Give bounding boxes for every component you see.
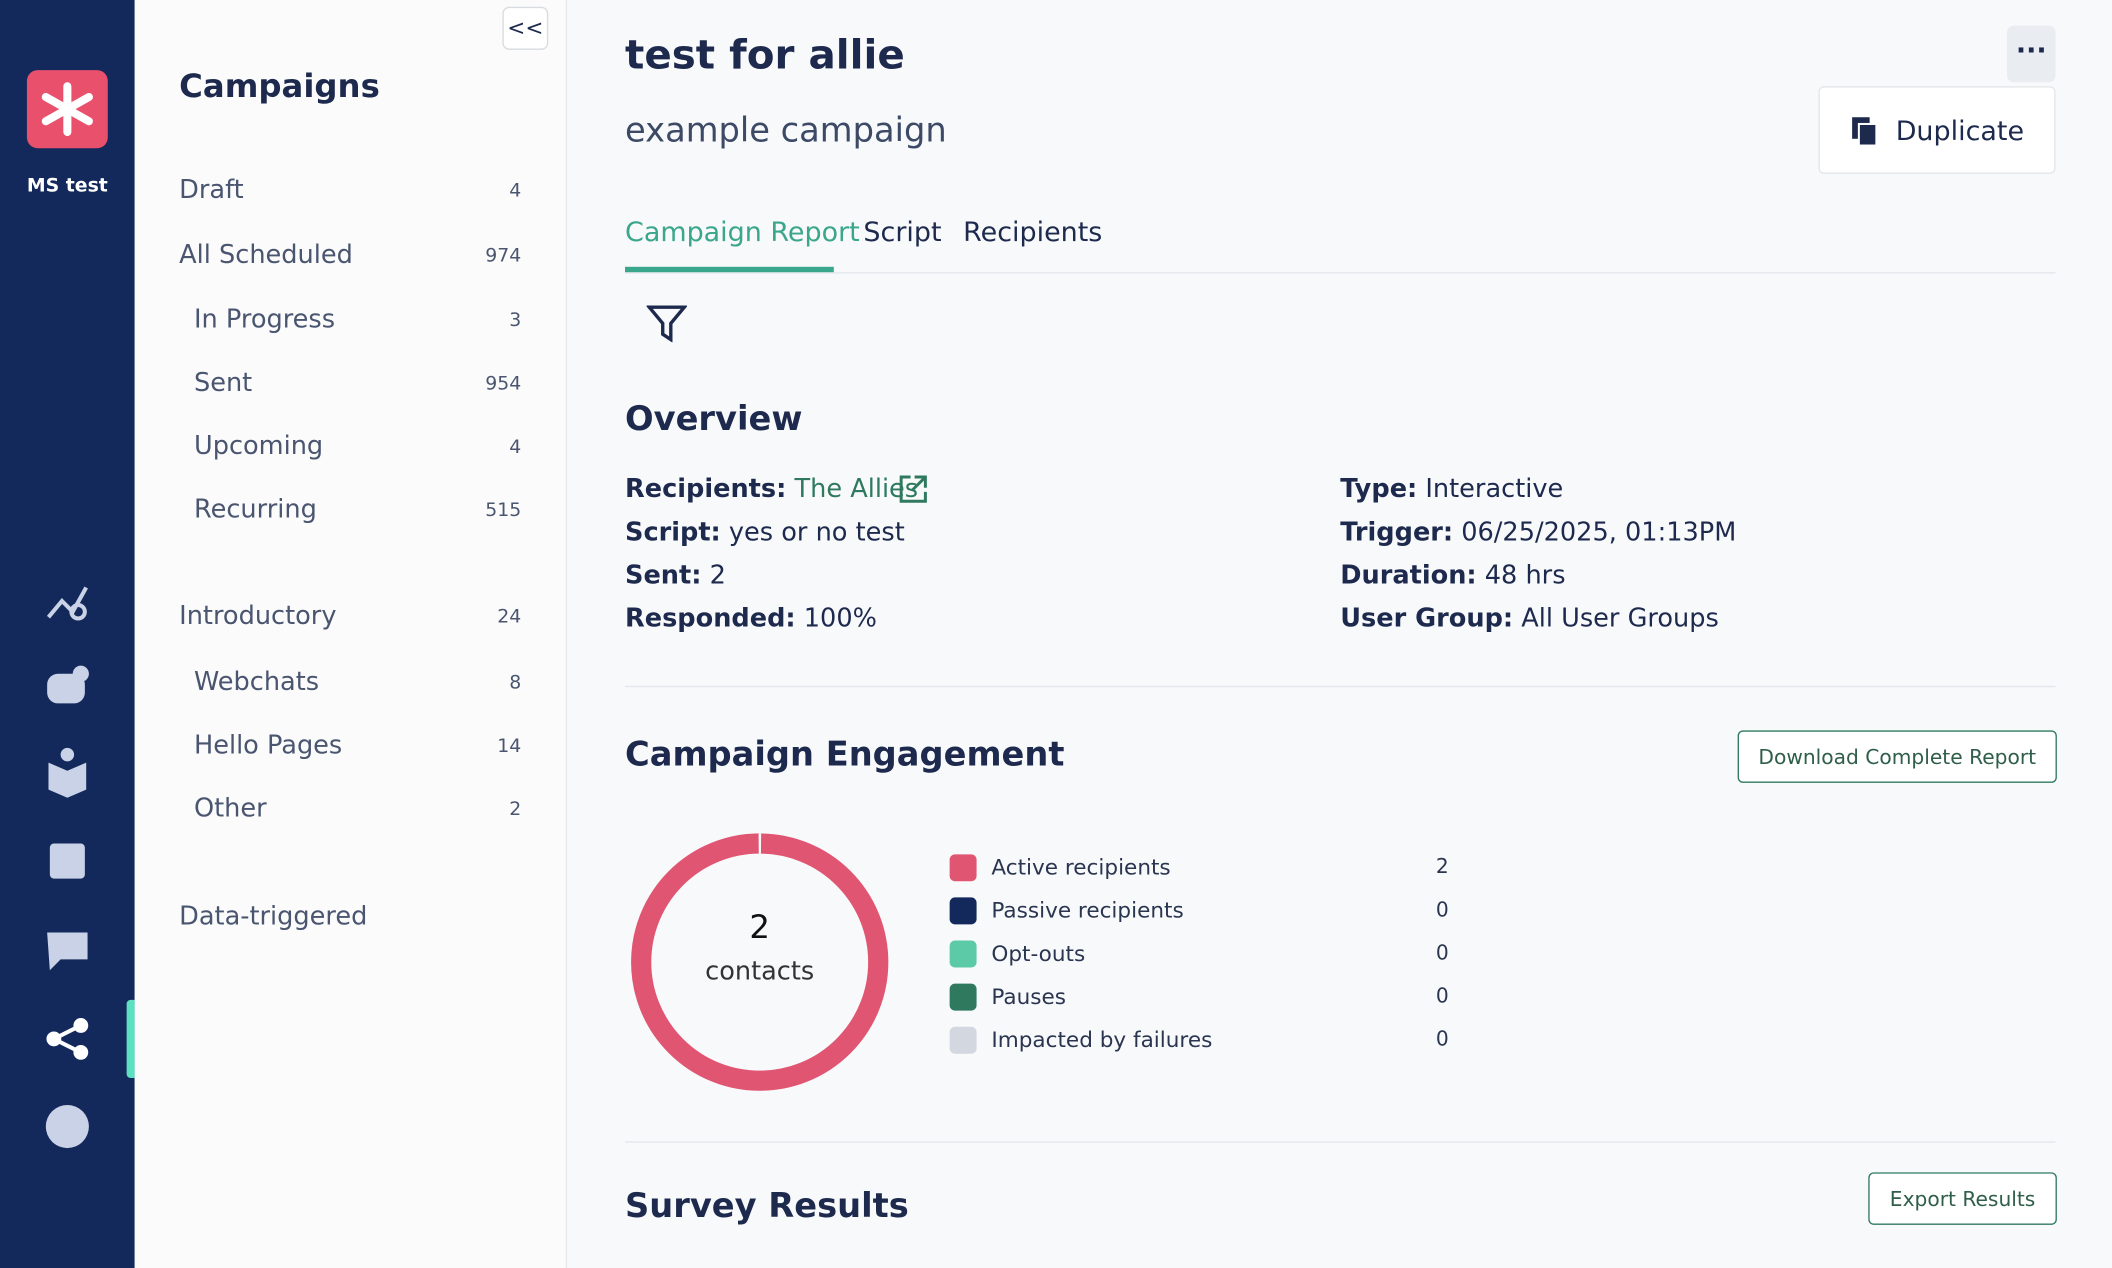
tab[interactable]: Script <box>863 215 942 248</box>
nav-count: 8 <box>509 672 522 694</box>
nav-item[interactable]: Introductory <box>179 600 337 631</box>
nav-item[interactable]: Other <box>193 793 267 824</box>
legend-swatch <box>949 897 977 925</box>
more-button[interactable]: ··· <box>2007 25 2056 83</box>
legend-label: Impacted by failures <box>991 1026 1213 1053</box>
nav-count: 974 <box>485 245 522 267</box>
external-link-icon[interactable] <box>898 474 928 504</box>
engagement-title: Campaign Engagement <box>625 734 1065 774</box>
donut-segment <box>631 833 889 1091</box>
nav-count: 24 <box>497 606 522 628</box>
overview-field: Responded: 100% <box>625 604 877 634</box>
duplicate-button[interactable]: Duplicate <box>1818 86 2056 174</box>
legend-label: Opt-outs <box>991 940 1086 967</box>
field-value: yes or no test <box>728 517 905 548</box>
campaign-subtitle: example campaign <box>625 110 947 150</box>
field-label: Responded: <box>625 603 796 634</box>
nav-count: 2 <box>509 799 522 821</box>
field-value: 100% <box>803 603 877 634</box>
campaign-nav: << Campaigns Draft 4 All Scheduled 974 In Pr… <box>134 0 568 1268</box>
legend-value: 2 <box>1435 854 1449 879</box>
legend-value: 0 <box>1435 1026 1449 1052</box>
nav-item[interactable]: Data-triggered <box>179 901 368 932</box>
field-value: Interactive <box>1425 474 1564 504</box>
overview-field: User Group: All User Groups <box>1340 604 1719 634</box>
overview-field: Script: yes or no test <box>625 517 905 547</box>
filter-icon[interactable] <box>646 305 687 343</box>
survey-title: Survey Results <box>625 1185 909 1225</box>
workspace: MS test <box>26 175 108 197</box>
field-label: Sent: <box>625 560 702 591</box>
nav-item[interactable]: Webchats <box>193 667 320 697</box>
overview-field: Type: Interactive <box>1340 474 1563 504</box>
nav-item[interactable]: In Progress <box>193 304 336 335</box>
nav-count: 4 <box>509 180 522 203</box>
center-value: 2 <box>749 908 770 946</box>
tab[interactable]: Campaign Report <box>625 215 860 248</box>
nav-count: 954 <box>485 373 522 395</box>
field-value: All User Groups <box>1521 603 1719 634</box>
overview-field: Duration: 48 hrs <box>1340 561 1565 591</box>
duplicate-label: Duplicate <box>1895 113 2025 147</box>
donut-chart: 2 contacts <box>631 833 889 1091</box>
nav-item[interactable]: Draft <box>179 175 244 205</box>
field-label: Trigger: <box>1340 517 1454 548</box>
nav-count: 4 <box>509 436 522 459</box>
download-button[interactable]: Download Complete Report <box>1737 730 2057 783</box>
overview-field: Trigger: 06/25/2025, 01:13PM <box>1340 517 1736 547</box>
active-indicator <box>126 999 135 1078</box>
tab[interactable]: Recipients <box>963 215 1103 248</box>
legend-swatch <box>949 1026 977 1054</box>
field-value: 48 hrs <box>1484 560 1566 591</box>
nav-item[interactable]: Hello Pages <box>193 730 343 760</box>
legend-swatch <box>949 940 977 968</box>
overview-title: Overview <box>625 398 803 438</box>
nav-item[interactable]: Sent <box>193 367 253 398</box>
nav-title: Campaigns <box>179 67 380 106</box>
legend-label: Pauses <box>991 983 1067 1010</box>
field-label: Recipients: <box>625 474 787 504</box>
legend-value: 0 <box>1435 940 1449 965</box>
nav-icons <box>45 586 89 1149</box>
nav-count: 14 <box>497 735 522 758</box>
legend-label: Passive recipients <box>991 897 1184 924</box>
legend-swatch <box>949 854 977 882</box>
logo[interactable] <box>26 70 108 149</box>
nav-count: 515 <box>485 499 522 522</box>
field-value[interactable]: The Allies <box>794 474 919 504</box>
nav-item[interactable]: Upcoming <box>193 431 324 461</box>
legend-value: 0 <box>1435 897 1449 922</box>
nav-item[interactable]: Recurring <box>193 494 317 525</box>
tab-underline <box>625 266 834 273</box>
center-label: contacts <box>705 957 814 987</box>
collapse-button[interactable]: << <box>502 6 549 50</box>
field-value: 06/25/2025, 01:13PM <box>1461 517 1737 548</box>
legend-label: Active recipients <box>991 854 1171 880</box>
nav-count: 3 <box>509 309 522 332</box>
overview-field: Sent: 2 <box>625 561 726 591</box>
sidebar: MS test <box>0 0 135 1268</box>
export-button[interactable]: Export Results <box>1868 1172 2057 1225</box>
legend-swatch <box>949 983 977 1011</box>
field-label: Type: <box>1340 474 1418 504</box>
legend-value: 0 <box>1435 983 1449 1008</box>
field-value: 2 <box>709 560 726 591</box>
overview-field: Recipients: The Allies <box>625 474 918 504</box>
nav-item[interactable]: All Scheduled <box>179 239 353 270</box>
campaign-title: test for allie <box>625 32 905 80</box>
field-label: Duration: <box>1340 560 1477 591</box>
field-label: Script: <box>625 517 721 548</box>
field-label: User Group: <box>1340 603 1514 634</box>
